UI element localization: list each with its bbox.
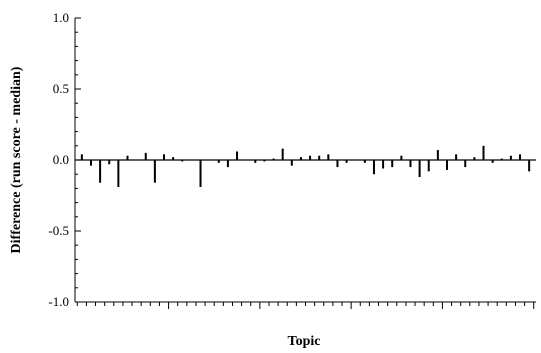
bar (144, 152, 147, 160)
bar (190, 160, 193, 161)
y-tick-label: 0.0 (53, 152, 69, 167)
bar (372, 160, 375, 175)
bar (108, 160, 111, 165)
bar (172, 157, 175, 160)
y-axis-title: Difference (run score - median) (9, 66, 24, 253)
bar (336, 160, 339, 168)
bar (354, 160, 357, 161)
bar (272, 158, 275, 160)
bar (418, 160, 421, 178)
bar (327, 154, 330, 160)
bar (519, 154, 522, 160)
x-axis-ticks (76, 302, 535, 309)
y-tick-label: -0.5 (48, 223, 69, 238)
y-tick-label: -1.0 (48, 294, 69, 309)
bar (153, 160, 156, 183)
bar (345, 160, 348, 163)
bar (126, 155, 129, 160)
bar (363, 160, 366, 163)
bar (89, 160, 92, 166)
bar (199, 160, 202, 187)
y-tick-label: 1.0 (53, 10, 69, 25)
bar (299, 157, 302, 160)
bar (318, 155, 321, 160)
bar (455, 154, 458, 160)
x-axis-title: Topic (288, 334, 321, 349)
bar (135, 160, 138, 161)
bar (281, 148, 284, 160)
bar (226, 160, 229, 168)
bars (80, 145, 531, 187)
bar (464, 160, 467, 168)
bar (181, 160, 184, 162)
bar (482, 145, 485, 160)
bar (500, 158, 503, 160)
bar (290, 160, 293, 166)
bar (382, 160, 385, 169)
bar (217, 160, 220, 163)
bar (409, 160, 412, 168)
bar (436, 150, 439, 160)
bar (245, 160, 248, 161)
bar (263, 160, 266, 162)
bar (117, 160, 120, 187)
bar (445, 160, 448, 170)
bar (80, 154, 83, 160)
bar (309, 155, 312, 160)
bar (99, 160, 102, 183)
bar (400, 155, 403, 160)
bar (236, 151, 239, 160)
bar (208, 160, 211, 161)
bar (509, 155, 512, 160)
y-tick-label: 0.5 (53, 81, 69, 96)
bar (254, 160, 257, 163)
bar (391, 160, 394, 168)
bar (427, 160, 430, 172)
bar (163, 154, 166, 160)
bar (473, 157, 476, 160)
bar (491, 160, 494, 163)
bar (528, 160, 531, 172)
